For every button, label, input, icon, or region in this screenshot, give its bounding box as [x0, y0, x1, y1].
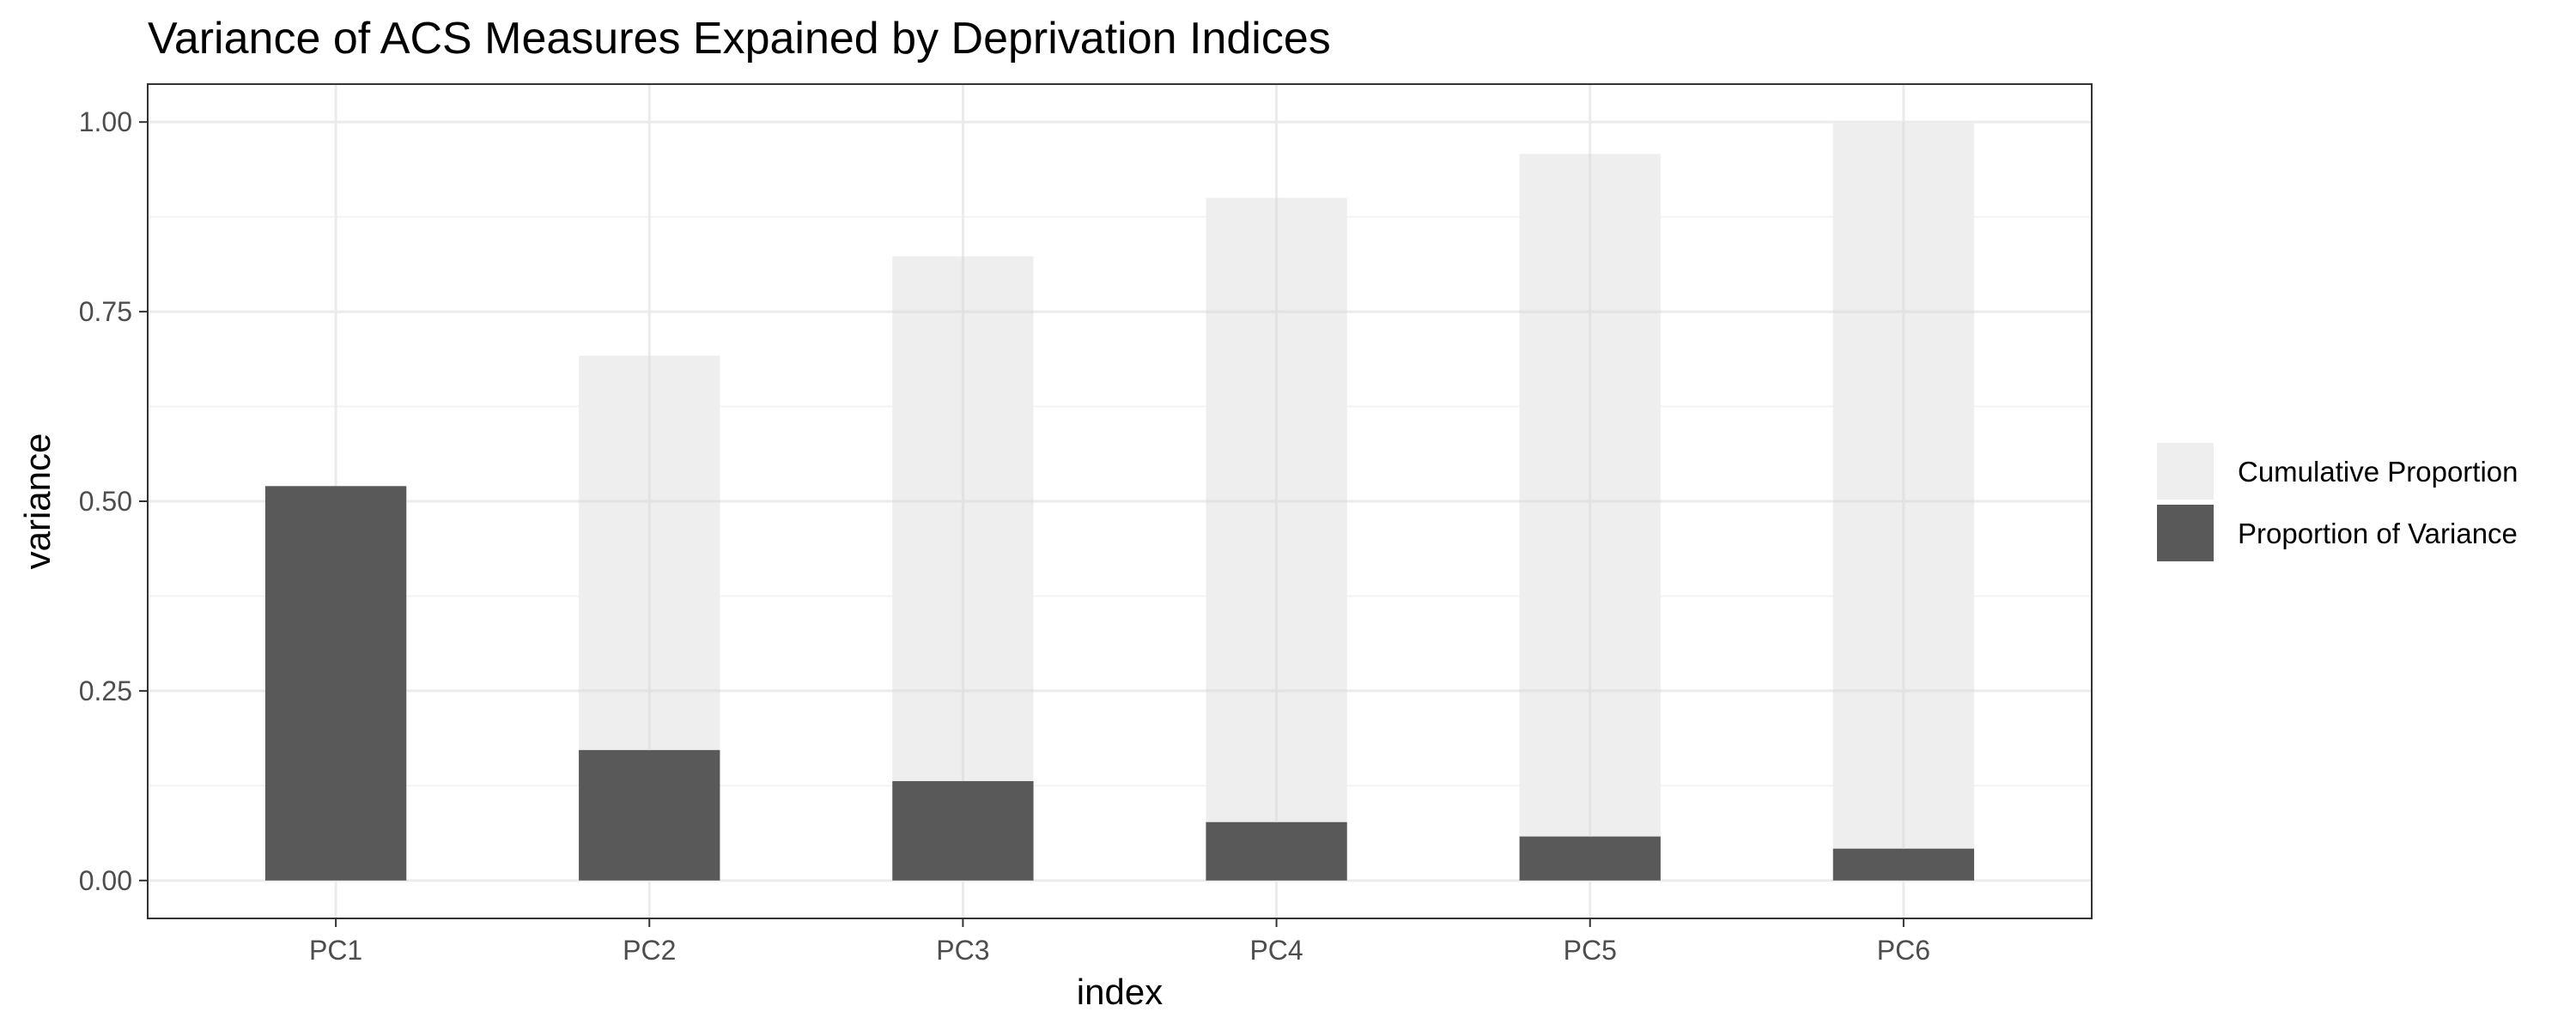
y-tick-label: 0.50: [79, 486, 132, 517]
legend-key-variance: [2157, 505, 2214, 561]
x-tick-label: PC2: [623, 935, 676, 966]
y-tick-label: 1.00: [79, 106, 132, 137]
x-axis: PC1 PC2 PC3 PC4 PC5 PC6: [309, 918, 1930, 966]
y-tick-label: 0.75: [79, 296, 132, 327]
variance-bar-PC5: [1519, 836, 1661, 881]
x-tick-label: PC4: [1249, 935, 1303, 966]
variance-bar-PC6: [1832, 848, 1975, 881]
legend-label: Cumulative Proportion: [2238, 456, 2518, 488]
variance-bar-PC3: [892, 781, 1034, 881]
y-tick-label: 0.00: [79, 865, 132, 896]
x-tick-label: PC1: [309, 935, 362, 966]
x-tick-label: PC6: [1877, 935, 1930, 966]
grid: [148, 84, 2092, 918]
legend-label: Proportion of Variance: [2238, 518, 2518, 549]
chart-title: Variance of ACS Measures Expained by Dep…: [148, 14, 1331, 64]
y-tick-label: 0.25: [79, 676, 132, 706]
y-axis-label: variance: [17, 433, 58, 570]
variance-bar-PC2: [579, 749, 720, 881]
legend: Cumulative Proportion Proportion of Varia…: [2157, 443, 2518, 561]
x-tick-label: PC5: [1564, 935, 1617, 966]
variance-bar-PC1: [264, 486, 407, 881]
variance-bar-PC4: [1206, 821, 1347, 881]
bars: [264, 122, 1975, 881]
x-tick-label: PC3: [936, 935, 989, 966]
x-axis-label: index: [1077, 972, 1163, 1012]
legend-key-cumulative: [2157, 443, 2214, 500]
y-axis: 0.00 0.25 0.50 0.75 1.00: [79, 106, 148, 896]
